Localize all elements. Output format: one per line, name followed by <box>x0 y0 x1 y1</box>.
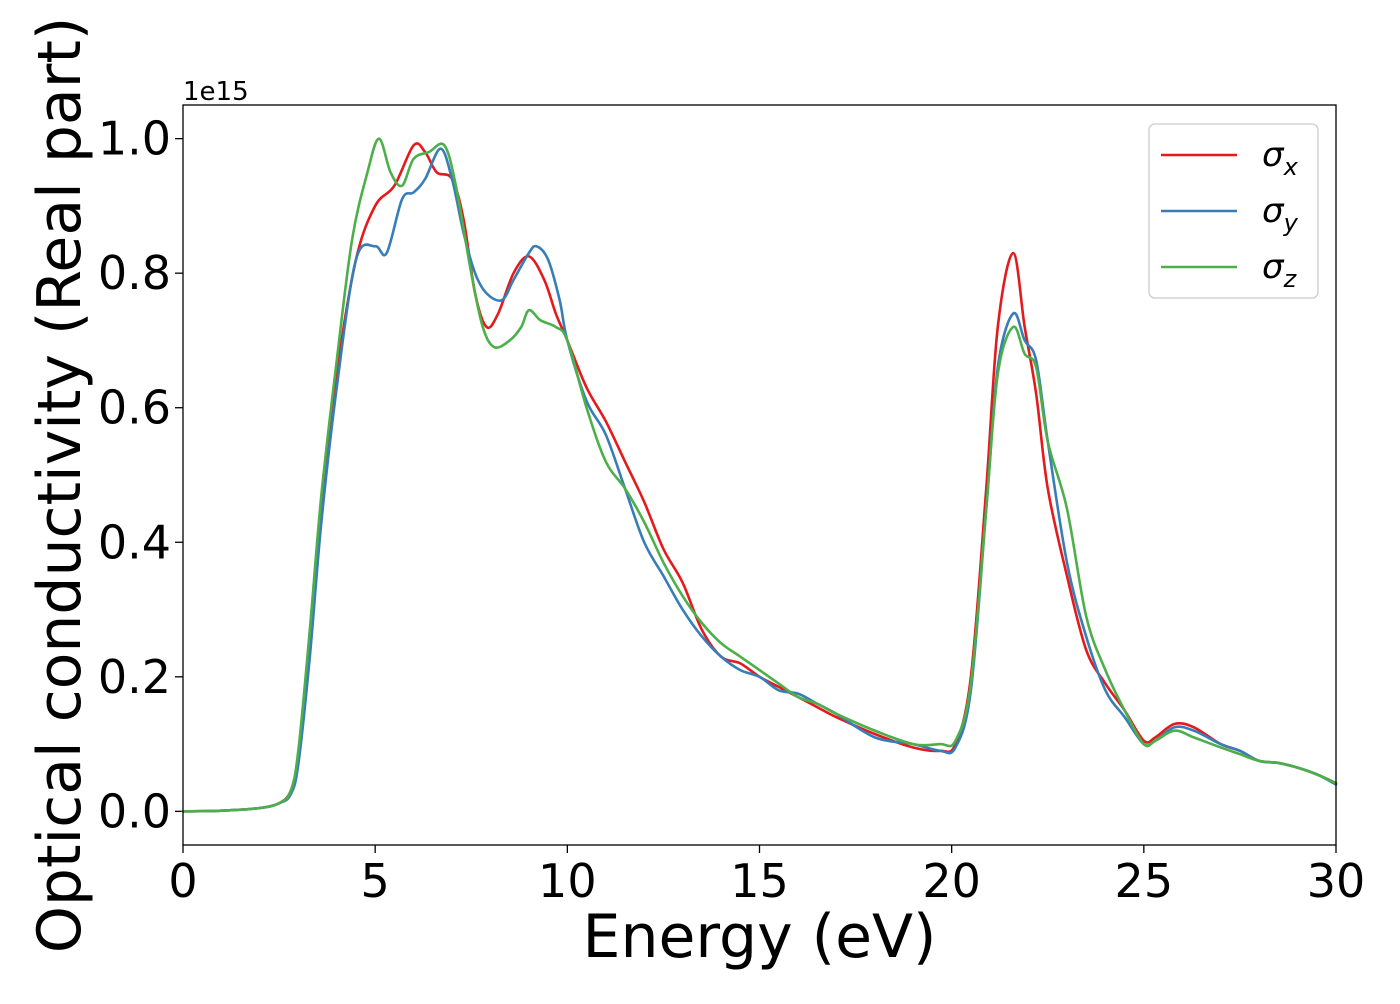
x-axis-ticks: 0 5 10 15 20 25 30 <box>168 845 1365 908</box>
x-tick-label: 10 <box>538 854 597 908</box>
x-axis-label: Energy (eV) <box>583 902 937 972</box>
plot-area-frame <box>182 104 1337 846</box>
y-axis-label: Optical conductivity (Real part) <box>25 17 95 954</box>
legend-label-x: σx <box>1262 135 1299 181</box>
x-tick-label: 5 <box>361 854 390 908</box>
y-tick-label: 0.0 <box>98 784 171 838</box>
y-axis-offset-label: 1e15 <box>183 77 249 107</box>
legend-label-y: σy <box>1262 191 1299 237</box>
y-tick-label: 1.0 <box>98 112 171 166</box>
legend: σx σy σz <box>1148 123 1319 299</box>
series-line-z <box>181 137 1338 813</box>
legend-label-z: σz <box>1262 247 1298 293</box>
series-line-y <box>181 147 1338 813</box>
x-tick-label: 30 <box>1307 854 1366 908</box>
x-tick-label: 0 <box>168 854 197 908</box>
x-tick-label: 15 <box>730 854 789 908</box>
series-lines <box>181 137 1338 813</box>
x-tick-label: 20 <box>922 854 981 908</box>
y-axis-ticks: 0.0 0.2 0.4 0.6 0.8 1.0 <box>98 112 183 838</box>
y-tick-label: 0.2 <box>98 650 171 704</box>
x-tick-label: 25 <box>1115 854 1174 908</box>
y-tick-label: 0.8 <box>98 246 171 300</box>
y-tick-label: 0.4 <box>98 515 171 569</box>
y-tick-label: 0.6 <box>98 381 171 435</box>
